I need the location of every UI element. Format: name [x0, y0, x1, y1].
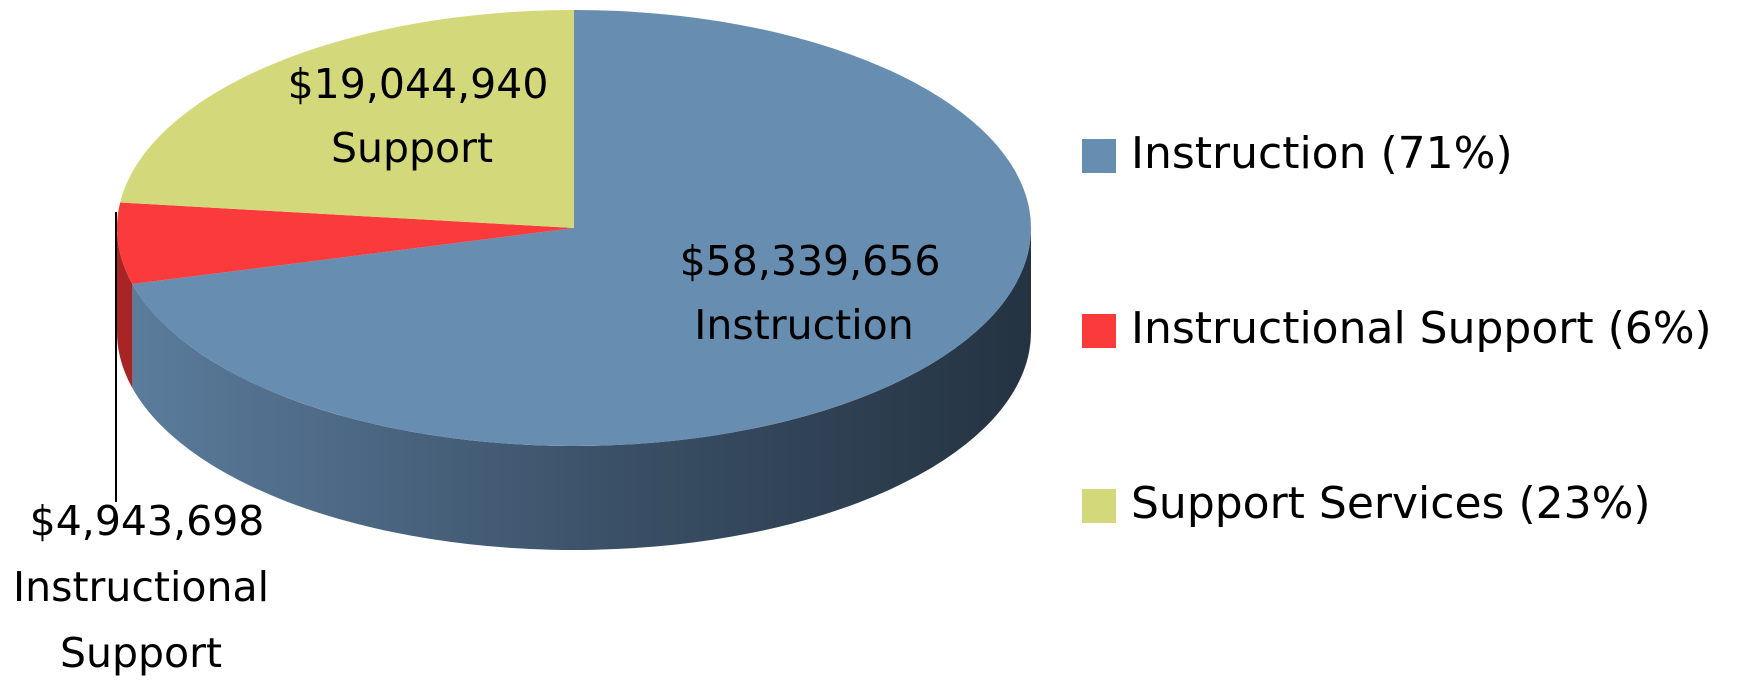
slice — [117, 202, 574, 285]
legend-label: Support Services (23%) — [1131, 478, 1651, 529]
data-label: $4,943,698 — [30, 497, 265, 545]
legend-swatch — [1082, 314, 1116, 348]
data-label: $19,044,940 — [288, 60, 549, 108]
legend-swatch — [1082, 489, 1116, 523]
slice — [132, 10, 1031, 446]
slice-label: Support — [60, 629, 222, 677]
slice-label: Instructional — [13, 563, 269, 611]
slice-side — [132, 228, 1031, 550]
slice-label: Instruction — [694, 301, 913, 349]
slice-label: Support — [331, 124, 493, 172]
legend-label: Instruction (71%) — [1131, 128, 1513, 179]
slice — [120, 10, 574, 228]
legend-label: Instructional Support (6%) — [1131, 303, 1712, 354]
slice-side — [117, 228, 133, 389]
data-label: $58,339,656 — [680, 237, 941, 285]
legend-swatch — [1082, 139, 1116, 173]
